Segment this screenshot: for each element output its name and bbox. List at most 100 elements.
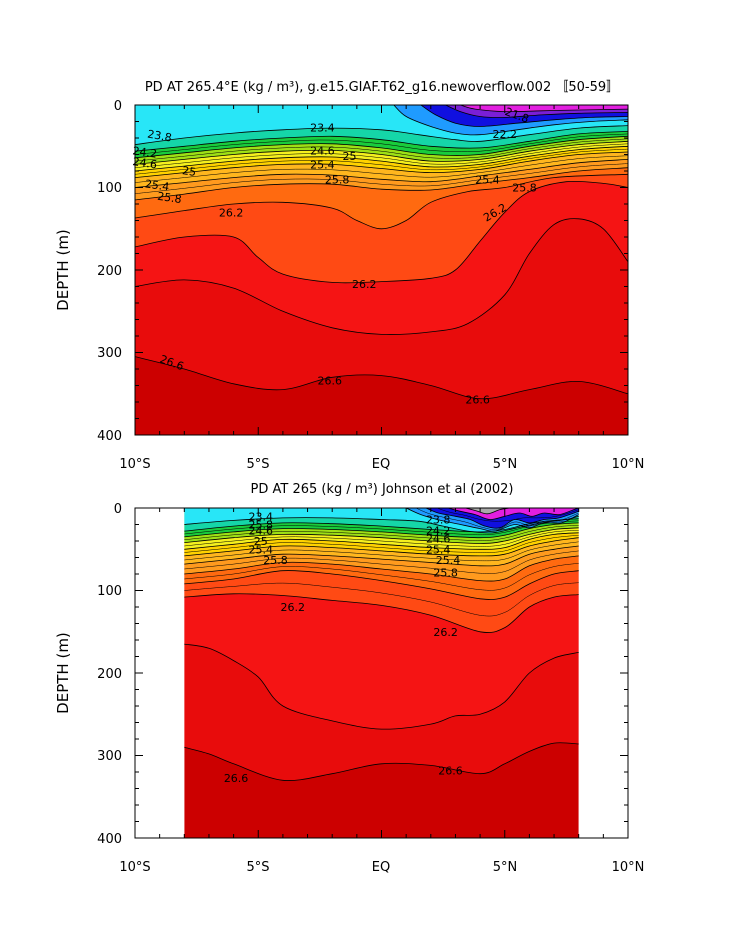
contour-line: [184, 555, 579, 582]
contour-line: [445, 105, 628, 118]
contour-line: [184, 525, 579, 541]
contour-line: [436, 508, 579, 522]
contour-line: [135, 159, 628, 188]
contour-line: [135, 180, 628, 284]
contour-line: [135, 135, 628, 159]
contour-line: [184, 742, 579, 781]
y-tick-100-bottom: 100: [97, 584, 122, 599]
contour-line: [184, 550, 579, 574]
contour-label: 25: [342, 150, 356, 163]
contour-line: [135, 155, 628, 183]
contour-bands-bottom: [184, 508, 579, 838]
contour-line: [184, 537, 579, 557]
contour-line: [135, 167, 628, 201]
y-axis-label-bottom: DEPTH (m): [54, 632, 72, 714]
x-tick-10s-top: 10°S: [119, 457, 150, 472]
contour-line: [465, 508, 510, 515]
contour-line: [425, 508, 579, 529]
contour-line: [135, 140, 628, 165]
contour-line: [135, 218, 628, 335]
contour-line: [135, 143, 628, 168]
contour-line: [184, 530, 579, 547]
x-tick-10s-bottom: 10°S: [119, 860, 150, 875]
panel-top: PD AT 265.4°E (kg / m³), g.e15.GIAF.T62_…: [54, 80, 645, 472]
contour-line: [184, 534, 579, 553]
contour-line: [415, 508, 579, 530]
contour-line: [184, 643, 579, 730]
contour-label: 24.2: [132, 144, 158, 160]
contour-line: [184, 515, 579, 534]
contour-label: 25.8: [248, 519, 273, 532]
no-data-mask: [184, 508, 185, 838]
contour-line: [184, 532, 579, 550]
contour-line: [184, 570, 579, 600]
contour-label: 25.8: [263, 554, 288, 567]
contour-band: [460, 105, 628, 112]
contour-label: 25.4: [144, 177, 170, 193]
contour-label: 24.6: [310, 144, 335, 157]
contour-line: [135, 145, 628, 172]
contour-line: [135, 125, 628, 145]
contour-line: [184, 582, 579, 617]
y-tick-0-bottom: 0: [114, 502, 122, 517]
contour-line: [184, 563, 579, 591]
contour-label: 26.6: [438, 764, 463, 777]
contour-label: 25.8: [512, 182, 537, 195]
contour-line: [184, 522, 579, 539]
x-tick-eq-bottom: EQ: [372, 860, 390, 875]
ticks-bottom: [134, 507, 629, 839]
contour-line: [184, 593, 579, 633]
ticks-top: [134, 104, 629, 436]
contour-label: 26.6: [224, 772, 249, 785]
contour-label: 25.4: [436, 554, 461, 567]
contour-line: [135, 138, 628, 162]
contour-lines-top: [135, 105, 628, 400]
y-tick-200-top: 200: [97, 264, 122, 279]
contour-line: [135, 163, 628, 194]
contour-label: 26.2: [433, 626, 458, 639]
y-tick-400-bottom: 400: [97, 832, 122, 847]
y-axis-label-top: DEPTH (m): [54, 229, 72, 311]
contour-label: 22.2: [493, 128, 518, 141]
contour-line: [135, 148, 628, 175]
contour-line: [184, 518, 579, 533]
y-tick-300-bottom: 300: [97, 749, 122, 764]
x-tick-10n-bottom: 10°N: [612, 860, 645, 875]
contour-lines-bottom: [184, 508, 579, 781]
contour-line: [460, 105, 628, 113]
contour-line: [393, 105, 628, 136]
y-tick-300-top: 300: [97, 346, 122, 361]
contour-label: 26.6: [317, 375, 342, 388]
contour-label: 25: [181, 164, 197, 179]
contour-label: 25.4: [310, 158, 335, 171]
contour-label: 24.6: [426, 533, 451, 546]
contour-label: 24.2: [426, 524, 451, 537]
y-tick-200-bottom: 200: [97, 667, 122, 682]
contour-label: 25.8: [325, 173, 350, 186]
panel-bottom: PD AT 265 (kg / m³) Johnson et al (2002)…: [54, 482, 644, 875]
contour-line: [184, 520, 579, 536]
x-tick-5n-bottom: 5°N: [493, 860, 518, 875]
contour-label: 25.8: [156, 190, 182, 206]
x-tick-5s-top: 5°S: [246, 457, 269, 472]
x-tick-10n-top: 10°N: [612, 457, 645, 472]
contour-line: [184, 541, 579, 562]
y-tick-400-top: 400: [97, 429, 122, 444]
contour-label: 25.4: [426, 543, 451, 556]
contour-label: 26.2: [219, 206, 244, 219]
contour-label: 24.6: [132, 155, 158, 171]
contour-label: 26.6: [465, 394, 490, 407]
contour-label: 25: [254, 535, 268, 548]
y-tick-0-top: 0: [114, 99, 122, 114]
contour-label: 26.2: [352, 278, 377, 291]
contour-label: 23.8: [426, 514, 451, 527]
chart-title-top: PD AT 265.4°E (kg / m³), g.e15.GIAF.T62_…: [145, 80, 619, 95]
x-tick-5n-top: 5°N: [493, 457, 518, 472]
contour-line: [420, 105, 628, 127]
contour-label: 25.8: [433, 566, 458, 579]
contour-line: [447, 508, 579, 520]
contour-label: 23.8: [146, 127, 172, 144]
contour-label: 24.6: [248, 524, 273, 537]
